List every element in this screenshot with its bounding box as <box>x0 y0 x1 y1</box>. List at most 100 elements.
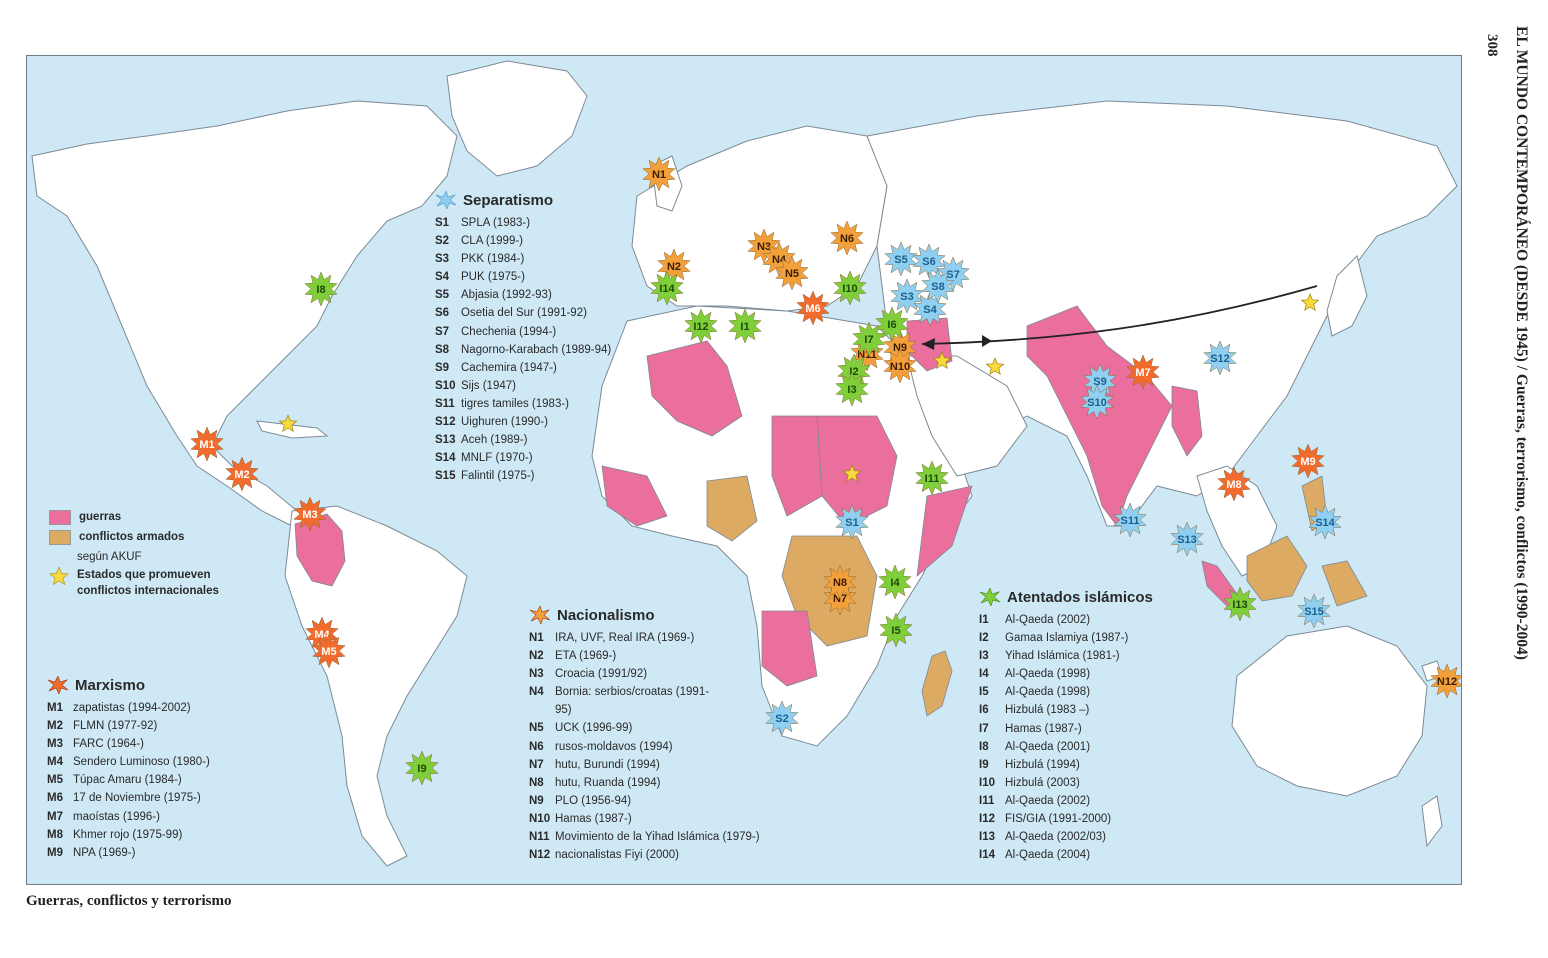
arrow-head <box>922 338 935 350</box>
marker-label: N11 <box>857 349 877 361</box>
marker-label: N9 <box>893 342 907 354</box>
somalia-war <box>916 485 973 577</box>
marker-i8: I8 <box>304 271 338 307</box>
nacionalismo-legend-item: N3 Croacia (1991/92) <box>529 665 760 683</box>
legend-code: M6 <box>47 792 63 805</box>
madagascar <box>921 650 953 717</box>
marker-burst-icon <box>1291 443 1325 479</box>
marxismo-legend-item: M9 NPA (1969-) <box>47 844 210 862</box>
legend-code: N10 <box>529 812 551 825</box>
marker-burst-icon <box>1430 663 1461 699</box>
celebes-armed <box>1321 560 1368 607</box>
legend-text: Abjasia (1992-93) <box>461 289 552 302</box>
legend-text: Hizbulá (2003) <box>1005 776 1080 789</box>
legend-text: rusos-moldavos (1994) <box>555 740 673 753</box>
marker-burst-icon <box>190 426 224 462</box>
nacionalismo-legend-item: N6 rusos-moldavos (1994) <box>529 738 760 756</box>
marker-burst-icon <box>835 371 869 407</box>
marker-burst-icon <box>312 633 346 669</box>
marker-label: S1 <box>845 517 858 529</box>
marker-label: S14 <box>1315 517 1335 529</box>
separatismo-legend-item: S7 Chechenia (1994-) <box>435 323 611 341</box>
separatismo-legend-item: S10 Sijs (1947) <box>435 377 611 395</box>
marker-label: I5 <box>891 625 900 637</box>
legend-text: Al-Qaeda (1998) <box>1005 686 1091 699</box>
legend-text: maoístas (1996-) <box>73 810 160 823</box>
legend-code: S3 <box>435 253 450 266</box>
separatismo-legend-item: S9 Cachemira (1947-) <box>435 359 611 377</box>
arrow-mid-head <box>982 335 992 347</box>
separatismo-legend-item: S13 Aceh (1989-) <box>435 431 611 449</box>
legend-code: I13 <box>979 831 995 844</box>
marker-burst-icon <box>1217 466 1251 502</box>
legend-code: M9 <box>47 846 63 859</box>
atentados-legend-item: I5 Al-Qaeda (1998) <box>979 683 1153 701</box>
legend-text: Falintil (1975-) <box>461 470 535 483</box>
marker-burst-icon <box>1308 504 1342 540</box>
legend-code: N3 <box>529 668 544 681</box>
legend-text: Sendero Luminoso (1980-) <box>73 756 210 769</box>
marker-i13: I13 <box>1223 586 1257 622</box>
guerras-swatch <box>49 509 71 525</box>
legend-code: N1 <box>529 632 544 644</box>
marker-s10: S10 <box>1080 384 1114 420</box>
legend-text: PUK (1975-) <box>461 271 525 284</box>
marker-i1: I1 <box>728 308 762 344</box>
legend-text: FLMN (1977-92) <box>73 720 158 733</box>
greenland <box>446 60 588 177</box>
marker-burst-icon <box>1126 354 1160 390</box>
key-guerras: guerras <box>49 507 267 527</box>
marker-i14: I14 <box>650 270 684 306</box>
legend-code: S11 <box>435 397 455 410</box>
legend-text: Túpac Amaru (1984-) <box>73 774 182 787</box>
westafrica-war <box>601 465 668 527</box>
marker-burst-icon <box>796 290 830 326</box>
marker-m3: M3 <box>293 496 327 532</box>
map-svg: N1N2N3N4N5N6N7N8N9N10N11N12M1M2M3M4M5M6M… <box>31 60 1461 867</box>
marxismo-legend-item: M4 Sendero Luminoso (1980-) <box>47 753 210 771</box>
marker-label: M2 <box>234 469 249 481</box>
marker-label: S5 <box>894 254 907 266</box>
marker-i10: I10 <box>833 270 867 306</box>
key-segun: según AKUF <box>77 551 142 563</box>
atentados-burst-icon <box>979 588 1001 606</box>
legend-text: Hamas (1987-) <box>1005 722 1082 735</box>
legend-code: S5 <box>435 289 450 302</box>
marker-s5: S5 <box>884 241 918 277</box>
legend-text: Uighuren (1990-) <box>461 416 548 429</box>
legend-code: S13 <box>435 434 456 447</box>
marker-s12: S12 <box>1203 340 1237 376</box>
north-korea-iraq-arrow <box>921 285 1318 345</box>
legend-code: I7 <box>979 722 989 735</box>
atentados-legend-item: I12 FIS/GIA (1991-2000) <box>979 810 1153 828</box>
legend-code: I8 <box>979 740 989 753</box>
legend-text: Movimiento de la Yihad Islámica (1979-) <box>555 831 760 844</box>
marker-burst-icon <box>879 612 913 648</box>
marker-n1: N1 <box>642 156 676 192</box>
legend-text: Hizbulá (1994) <box>1005 758 1080 771</box>
legend-text: zapatistas (1994-2002) <box>73 702 191 714</box>
marker-label: I11 <box>925 473 940 485</box>
legend-text: NPA (1969-) <box>73 846 136 859</box>
marker-label: I12 <box>693 321 708 333</box>
state-star-icon <box>842 464 862 483</box>
legend-code: S4 <box>435 271 450 284</box>
nacionalismo-legend-item: N1 IRA, UVF, Real IRA (1969-) <box>529 629 760 647</box>
legend-code: I4 <box>979 668 989 681</box>
marker-s6: S6 <box>912 243 946 279</box>
legend-text: Osetia del Sur (1991-92) <box>461 307 587 320</box>
legend-code: N11 <box>529 831 550 844</box>
page-number: 308 <box>1484 34 1500 57</box>
atentados-legend-item: I9 Hizbulá (1994) <box>979 756 1153 774</box>
legend-atentados-list: I1 Al-Qaeda (2002) I2 Gamaa Islamiya (1987-… <box>979 611 1153 864</box>
atentados-legend-item: I8 Al-Qaeda (2001) <box>979 738 1153 756</box>
atentados-legend-item: I11 Al-Qaeda (2002) <box>979 792 1153 810</box>
nacionalismo-burst-icon <box>529 606 551 624</box>
nacionalismo-legend-item: N4 Bornia: serbios/croatas (1991-95) <box>529 683 760 719</box>
legend-code: M8 <box>47 828 63 841</box>
marker-i4: I4 <box>878 564 912 600</box>
conflict-markers: N1 N2 N3 N4 N5 N6 N7 N8 N9 N10 N11 N12 M1 M2 M3 M4 M5 M6 M… <box>190 156 1461 786</box>
atentados-legend-item: I4 Al-Qaeda (1998) <box>979 665 1153 683</box>
legend-text: CLA (1999-) <box>461 235 524 248</box>
marker-burst-icon <box>915 460 949 496</box>
